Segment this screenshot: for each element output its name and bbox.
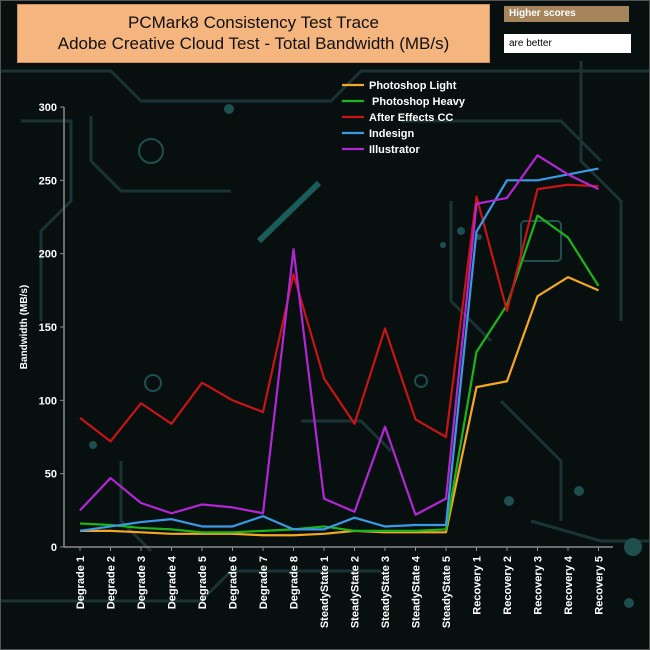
y-tick-label: 100 (39, 395, 57, 407)
y-tick-label: 0 (51, 542, 57, 554)
y-axis-label: Bandwidth (MB/s) (19, 285, 30, 369)
x-tick-label: Degrade 6 (228, 556, 240, 609)
x-tick-label: SteadyState 5 (441, 556, 453, 628)
series-line (79, 214, 600, 534)
series-line (80, 276, 599, 537)
series-line (79, 167, 599, 532)
legend-label: Indesign (369, 128, 415, 140)
y-tick-label: 300 (39, 102, 57, 114)
note-are-better: are better (504, 34, 631, 53)
legend-label: Photoshop Light (369, 80, 457, 92)
x-tick-label: SteadyState 1 (319, 556, 331, 628)
x-tick-label: Recovery 3 (533, 556, 545, 615)
x-tick-label: Degrade 2 (106, 556, 118, 609)
y-tick-label: 50 (45, 469, 57, 481)
legend-label: After Effects CC (369, 112, 453, 124)
x-tick-label: Degrade 3 (136, 556, 148, 609)
x-tick-label: SteadyState 2 (350, 556, 362, 628)
x-axis-ticks: Degrade 1 Degrade 2 Degrade 3 Degrade 4 Degr… (75, 547, 606, 628)
y-axis-ticks: 0 50 100 150 200 250 300 (39, 102, 64, 554)
x-tick-label: Degrade 5 (197, 556, 209, 609)
y-tick-label: 250 (39, 175, 57, 187)
legend-label: Photoshop Heavy (369, 96, 466, 108)
y-tick-label: 200 (39, 249, 57, 261)
x-tick-label: Degrade 1 (75, 556, 87, 609)
x-tick-label: Recovery 5 (594, 556, 606, 615)
chart-axes (63, 107, 613, 548)
series-lines (79, 154, 600, 537)
x-tick-label: Degrade 8 (289, 556, 301, 609)
x-tick-label: Degrade 4 (167, 555, 179, 609)
y-tick-label: 150 (39, 322, 57, 334)
x-tick-label: Recovery 1 (472, 556, 484, 615)
chart-title: PCMark8 Consistency Test Trace (128, 13, 379, 32)
x-tick-label: Recovery 4 (563, 555, 575, 615)
x-tick-label: Recovery 2 (502, 556, 514, 615)
chart-title-box: PCMark8 Consistency Test Trace Adobe Cre… (17, 4, 490, 63)
x-tick-label: Degrade 7 (258, 556, 270, 609)
x-tick-label: SteadyState 3 (380, 556, 392, 628)
x-tick-label: SteadyState 4 (411, 555, 423, 628)
legend: Photoshop Light Photoshop Heavy After Eff… (342, 80, 466, 156)
series-line (79, 154, 599, 516)
legend-label: Illustrator (369, 144, 420, 156)
series-line (79, 183, 599, 443)
note-higher-scores: Higher scores (504, 6, 629, 22)
chart-subtitle: Adobe Creative Cloud Test - Total Bandwi… (57, 34, 450, 53)
